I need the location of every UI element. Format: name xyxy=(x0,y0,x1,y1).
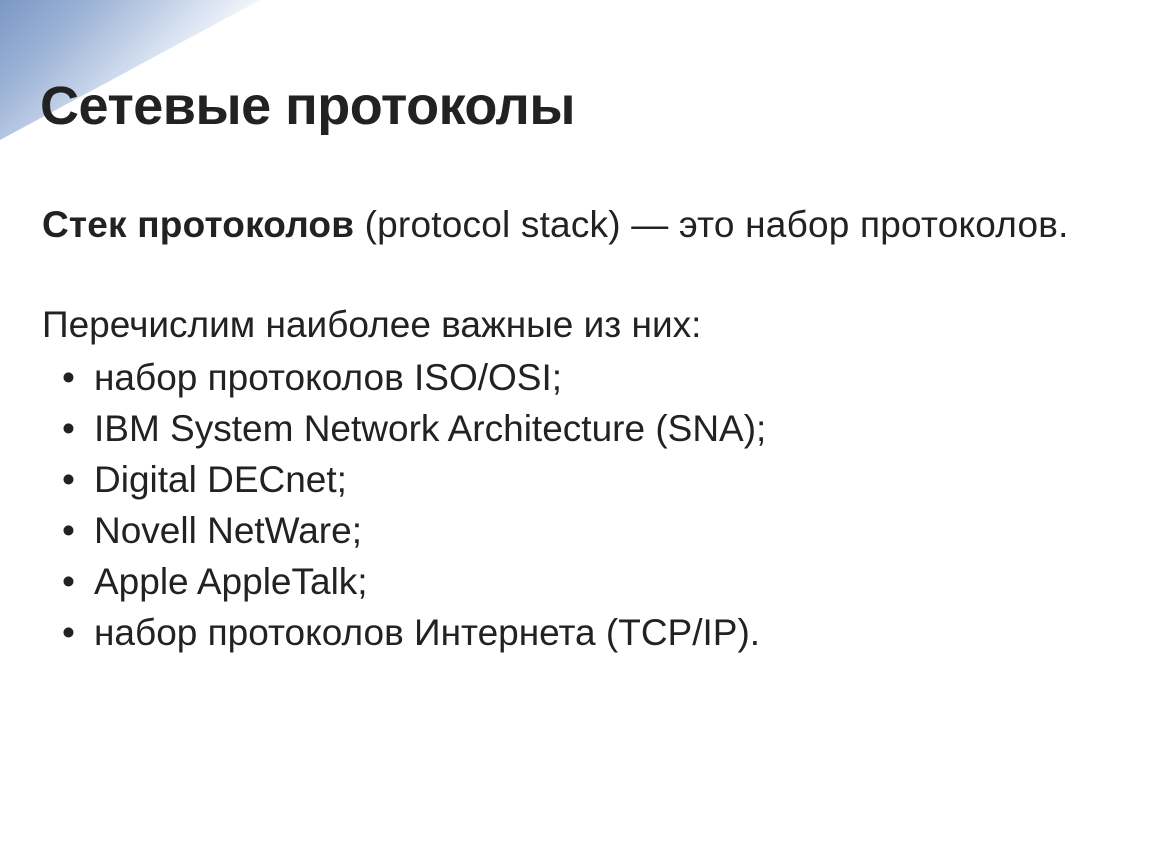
content-region: Стек протоколов (protocol stack) — это н… xyxy=(42,200,1108,658)
list-item: Novell NetWare; xyxy=(42,505,1108,556)
list-item: IBM System Network Architecture (SNA); xyxy=(42,403,1108,454)
bullet-list: набор протоколов ISO/OSI; IBM System Net… xyxy=(42,352,1108,658)
list-item: набор протоколов Интернета (TCP/IP). xyxy=(42,607,1108,658)
definition-term: Стек протоколов xyxy=(42,204,354,245)
definition-text: (protocol stack) — это набор протоколов. xyxy=(354,204,1068,245)
list-item: набор протоколов ISO/OSI; xyxy=(42,352,1108,403)
list-item: Apple AppleTalk; xyxy=(42,556,1108,607)
title-region: Сетевые протоколы xyxy=(40,75,1110,137)
list-item: Digital DECnet; xyxy=(42,454,1108,505)
definition-paragraph: Стек протоколов (protocol stack) — это н… xyxy=(42,200,1108,250)
slide-title: Сетевые протоколы xyxy=(40,75,1110,137)
list-intro: Перечислим наиболее важные из них: xyxy=(42,300,1108,350)
